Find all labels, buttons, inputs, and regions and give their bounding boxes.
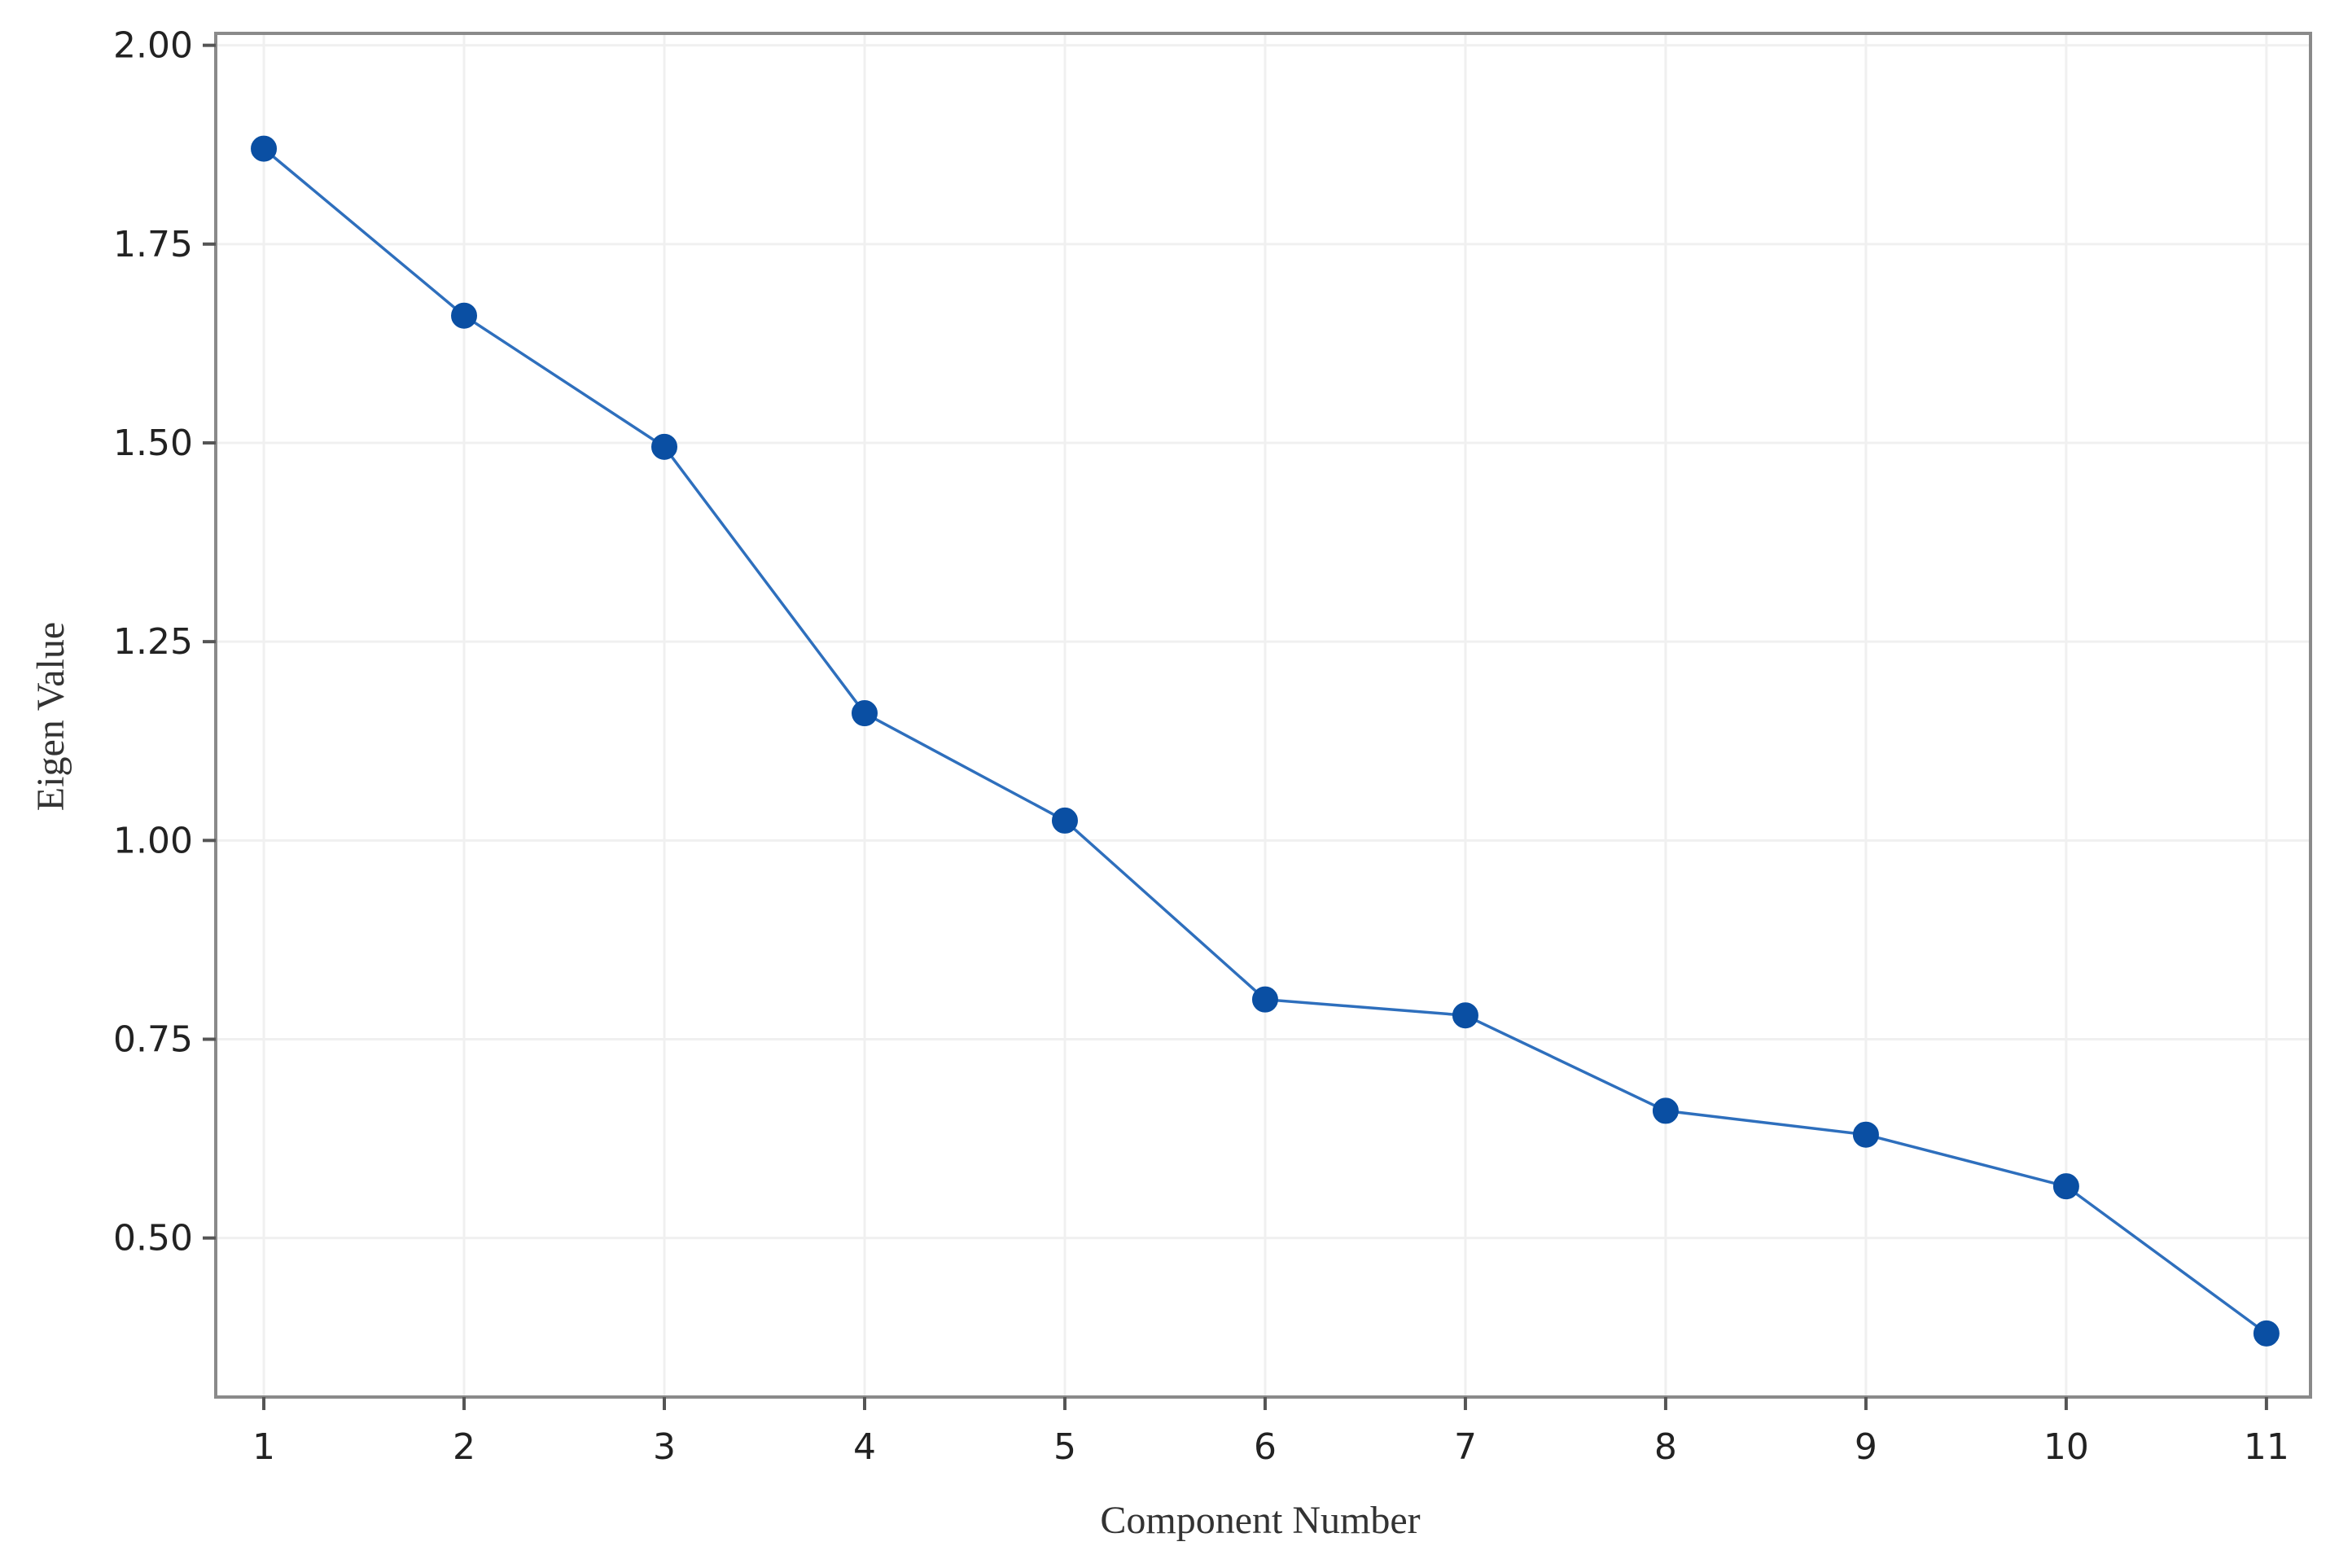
data-point [1852,1121,1879,1148]
x-tick-label: 6 [1254,1426,1277,1468]
x-tick-label: 1 [252,1426,275,1468]
data-point [651,433,678,460]
data-point [251,135,278,162]
y-tick-label: 1.50 [113,423,193,464]
y-tick-label: 2.00 [113,25,193,67]
x-tick-label: 10 [2043,1426,2089,1468]
y-tick-label: 0.75 [113,1018,193,1060]
x-tick-label: 9 [1855,1426,1877,1468]
plot-frame [214,32,2312,1399]
data-point [451,302,478,329]
x-tick-label: 7 [1454,1426,1477,1468]
x-tick-label: 2 [453,1426,475,1468]
data-point [1652,1097,1679,1124]
data-point [1251,986,1278,1013]
x-tick-label: 5 [1053,1426,1076,1468]
y-tick-label: 1.25 [113,621,193,663]
data-point [1051,807,1078,834]
data-point [2052,1173,2079,1200]
plot-area [214,32,2312,1399]
y-tick-label: 0.50 [113,1218,193,1259]
y-axis: 0.50 0.75 1.00 1.25 1.50 1.75 2.00 [113,25,216,1259]
x-tick-label: 8 [1654,1426,1677,1468]
x-tick-label: 3 [653,1426,676,1468]
data-point [1452,1002,1478,1029]
y-tick-label: 1.00 [113,820,193,861]
x-axis-title: Component Number [1100,1499,1420,1542]
series [251,135,2280,1347]
y-axis-title: Eigen Value [29,622,72,811]
x-tick-label: 4 [853,1426,876,1468]
grid [216,33,2311,1397]
data-point [2253,1320,2280,1347]
x-tick-label: 11 [2244,1426,2289,1468]
y-tick-label: 1.75 [113,224,193,265]
x-axis: 1 2 3 4 5 6 7 8 9 10 11 [252,1397,2289,1468]
data-point [851,700,878,727]
